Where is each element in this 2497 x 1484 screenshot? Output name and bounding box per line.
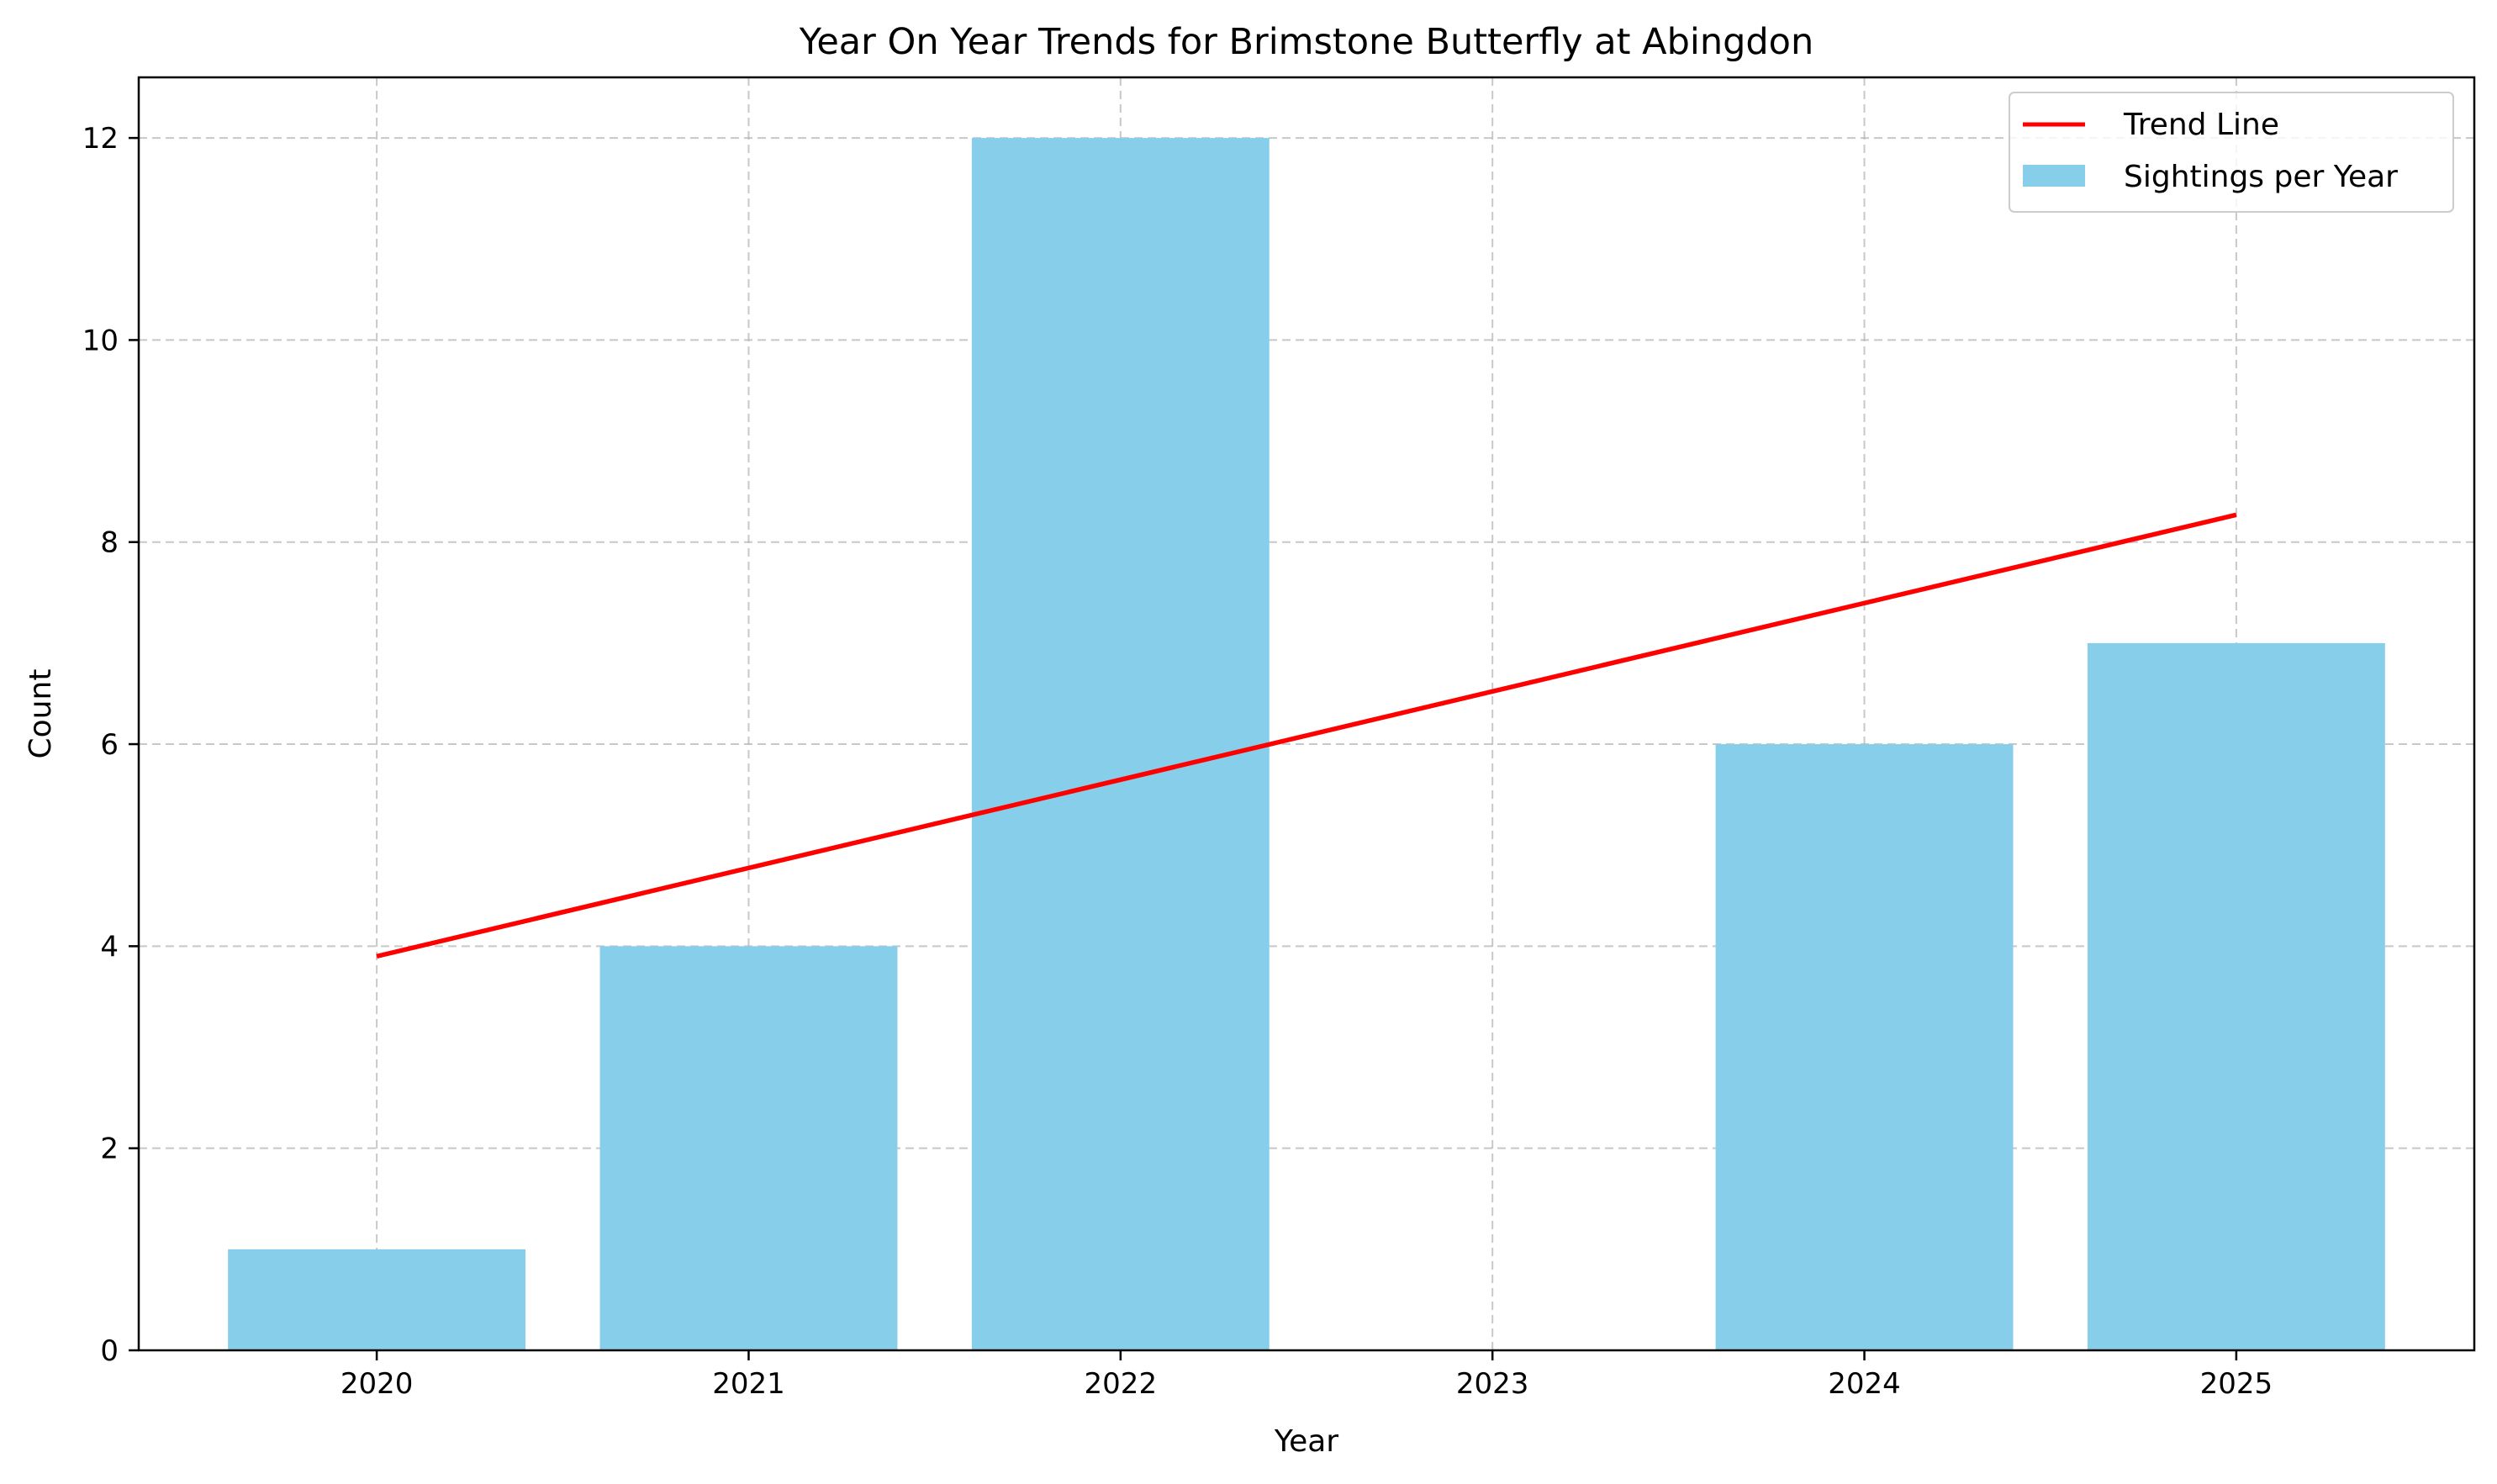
trend-line-group bbox=[376, 512, 2237, 959]
chart-title: Year On Year Trends for Brimstone Butter… bbox=[799, 21, 1813, 63]
y-tick-label-2: 2 bbox=[100, 1133, 119, 1166]
x-tick-label-2024: 2024 bbox=[1828, 1367, 1901, 1401]
legend-trend-line-label: Trend Line bbox=[2123, 108, 2279, 142]
trend-line bbox=[376, 512, 2237, 959]
y-tick-label-12: 12 bbox=[82, 122, 119, 156]
legend-sightings-swatch bbox=[2023, 165, 2085, 187]
legend-box bbox=[2009, 92, 2454, 213]
legend: Trend Line Sightings per Year bbox=[2009, 92, 2454, 213]
bar-2021 bbox=[599, 946, 898, 1350]
y-tick-label-0: 0 bbox=[100, 1334, 119, 1368]
x-axis-label: Year bbox=[1274, 1424, 1338, 1459]
x-tick-label-2021: 2021 bbox=[712, 1367, 785, 1401]
bars bbox=[228, 138, 2385, 1351]
x-tick-label-2023: 2023 bbox=[1456, 1367, 1529, 1401]
x-tick-label-2020: 2020 bbox=[340, 1367, 414, 1401]
y-tick-label-6: 6 bbox=[100, 728, 119, 762]
y-tick-label-4: 4 bbox=[100, 930, 119, 964]
x-tick-label-2022: 2022 bbox=[1085, 1367, 1158, 1401]
bar-2022 bbox=[971, 138, 1270, 1351]
y-axis-ticks: 0 2 4 6 8 10 12 bbox=[82, 122, 139, 1368]
y-axis-label: Count bbox=[24, 669, 58, 759]
plot-frame bbox=[137, 76, 2476, 1352]
bar-2025 bbox=[2087, 642, 2385, 1350]
bar-2020 bbox=[228, 1249, 526, 1350]
x-axis-ticks: 2020 2021 2022 2023 2024 2025 bbox=[340, 1350, 2273, 1401]
x-tick-label-2025: 2025 bbox=[2200, 1367, 2273, 1401]
y-tick-label-10: 10 bbox=[82, 324, 119, 357]
y-tick-label-8: 8 bbox=[100, 526, 119, 560]
legend-sightings-label: Sightings per Year bbox=[2124, 160, 2398, 194]
bar-2024 bbox=[1715, 744, 2014, 1350]
